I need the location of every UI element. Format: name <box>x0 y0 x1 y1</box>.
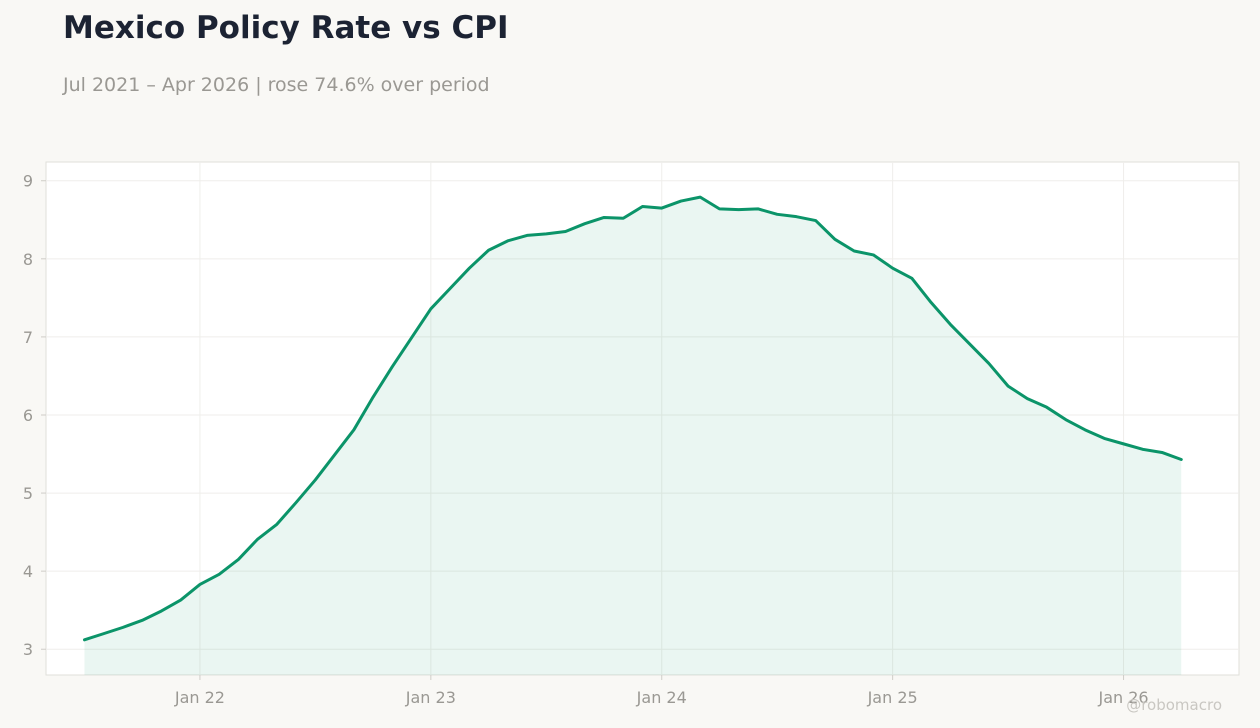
data-point <box>853 250 856 253</box>
x-tick-label: Jan 23 <box>405 688 456 707</box>
data-point <box>872 253 875 256</box>
data-point <box>641 205 644 208</box>
chart-subtitle: Jul 2021 – Apr 2026 | rose 74.6% over pe… <box>63 74 490 96</box>
series-line <box>82 195 1183 642</box>
y-tick-label: 5 <box>23 484 33 503</box>
data-point <box>372 396 375 399</box>
data-point <box>737 208 740 211</box>
data-point <box>756 207 759 210</box>
plot-area <box>45 161 1240 676</box>
chart-title: Mexico Policy Rate vs CPI <box>63 10 509 46</box>
data-point <box>949 323 952 326</box>
data-point <box>910 277 913 280</box>
data-point <box>295 501 298 504</box>
y-tick-label: 8 <box>23 250 33 269</box>
watermark: @robomacro <box>1126 696 1222 714</box>
data-point <box>179 599 182 602</box>
data-point <box>218 573 221 576</box>
y-tick-label: 7 <box>23 328 33 347</box>
data-point <box>603 216 606 219</box>
data-point <box>987 362 990 365</box>
data-point <box>1007 385 1010 388</box>
data-point <box>1045 406 1048 409</box>
data-point <box>526 234 529 237</box>
data-point <box>429 307 432 310</box>
series-area-fill <box>84 197 1182 675</box>
data-point <box>718 207 721 210</box>
data-point <box>1180 458 1183 461</box>
data-point <box>660 207 663 210</box>
data-point <box>795 215 798 218</box>
data-point <box>545 232 548 235</box>
data-point <box>564 230 567 233</box>
data-point <box>1122 442 1125 445</box>
data-point <box>583 222 586 225</box>
data-point <box>160 609 163 612</box>
x-tick-label: Jan 25 <box>867 688 918 707</box>
data-point <box>833 238 836 241</box>
data-point <box>487 249 490 252</box>
grid-lines <box>46 162 1239 675</box>
data-point <box>410 336 413 339</box>
data-point <box>1026 397 1029 400</box>
data-point <box>506 239 509 242</box>
data-point <box>237 558 240 561</box>
data-point <box>699 196 702 199</box>
y-tick-label: 3 <box>23 640 33 659</box>
data-point <box>891 267 894 270</box>
data-point <box>814 219 817 222</box>
data-point <box>1103 437 1106 440</box>
data-point <box>314 478 317 481</box>
data-point <box>1064 418 1067 421</box>
data-point <box>102 632 105 635</box>
x-tick-label: Jan 24 <box>636 688 687 707</box>
axis-ticks: 3 4 5 6 7 8 9 Jan 22 Jan 23 Jan 24 Jan 25 Jan 26 <box>23 172 1149 707</box>
data-point <box>121 626 124 629</box>
data-point <box>141 619 144 622</box>
data-point <box>776 213 779 216</box>
data-point <box>1084 428 1087 431</box>
data-point <box>333 453 336 456</box>
data-point <box>256 538 259 541</box>
data-point <box>968 342 971 345</box>
data-point <box>391 365 394 368</box>
data-point <box>622 217 625 220</box>
data-point <box>449 287 452 290</box>
data-point <box>198 583 201 586</box>
y-tick-label: 6 <box>23 406 33 425</box>
data-point <box>83 638 86 641</box>
y-tick-label: 4 <box>23 562 33 581</box>
x-tick-label: Jan 22 <box>174 688 225 707</box>
data-point <box>1141 448 1144 451</box>
x-tick-label: Jan 26 <box>1097 688 1148 707</box>
data-point <box>275 523 278 526</box>
data-point <box>1161 451 1164 454</box>
data-point <box>679 200 682 203</box>
data-point <box>930 301 933 304</box>
data-point <box>352 428 355 431</box>
data-point <box>468 267 471 270</box>
y-tick-label: 9 <box>23 172 33 191</box>
